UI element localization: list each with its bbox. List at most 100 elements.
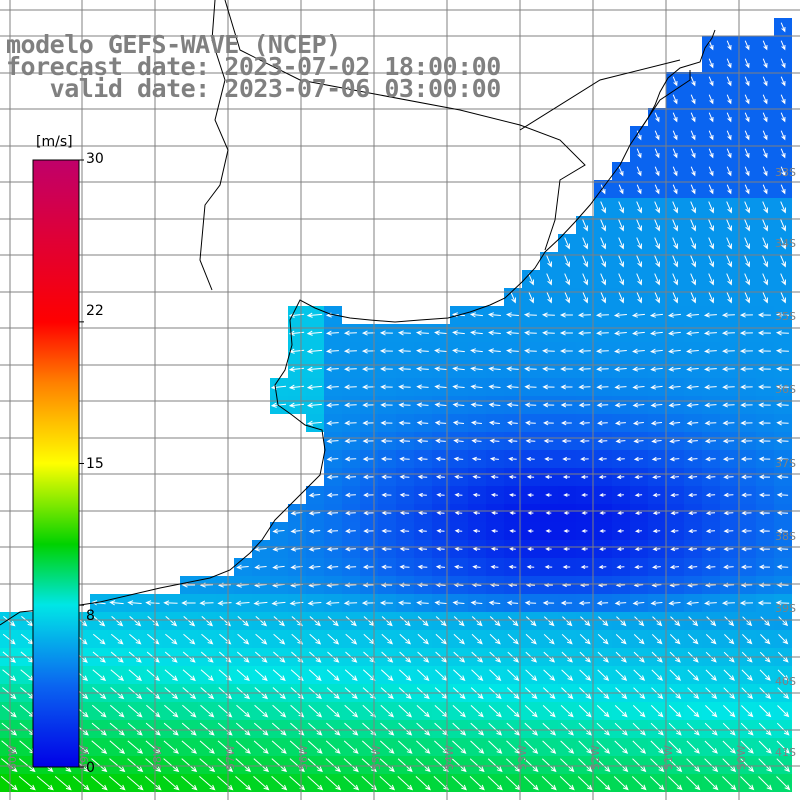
- wind-arrow: [669, 634, 681, 645]
- wind-arrow: [416, 740, 431, 754]
- wind-arrow: [672, 130, 678, 141]
- wind-arrow: [416, 384, 429, 390]
- wind-arrow: [776, 546, 789, 552]
- wind-arrow: [722, 366, 735, 372]
- wind-arrow: [613, 312, 627, 318]
- wind-arrow: [344, 722, 359, 736]
- wind-arrow: [563, 493, 570, 497]
- wind-arrow: [181, 600, 196, 606]
- wind-arrow: [343, 330, 357, 336]
- wind-arrow: [580, 456, 589, 462]
- wind-arrow: [397, 776, 414, 791]
- wind-arrow: [741, 474, 752, 480]
- wind-arrow: [434, 740, 449, 754]
- wind-arrow: [595, 312, 609, 318]
- wind-arrow: [726, 58, 732, 69]
- latitude-label: 41S: [775, 746, 796, 759]
- wind-arrow: [614, 705, 628, 718]
- wind-arrow: [776, 722, 790, 736]
- wind-arrow: [776, 402, 789, 408]
- wind-arrow: [471, 669, 484, 681]
- wind-arrow: [510, 291, 516, 304]
- wind-arrow: [600, 273, 606, 286]
- wind-arrow: [615, 669, 628, 681]
- wind-arrow: [708, 201, 714, 214]
- wind-arrow: [708, 40, 714, 51]
- wind-arrow: [726, 237, 732, 250]
- wind-arrow: [453, 616, 465, 627]
- wind-arrow: [577, 312, 591, 318]
- wind-arrow: [253, 600, 268, 606]
- wind-arrow: [542, 600, 555, 606]
- wind-arrow: [2, 633, 16, 645]
- wind-arrow: [726, 112, 732, 123]
- wind-arrow: [128, 669, 142, 682]
- wind-arrow: [560, 740, 575, 754]
- wind-arrow: [398, 384, 411, 390]
- wind-arrow: [379, 776, 396, 791]
- wind-arrow: [685, 312, 699, 318]
- wind-arrow: [454, 510, 463, 516]
- wind-arrow: [559, 330, 573, 336]
- wind-arrow: [435, 633, 447, 645]
- wind-arrow: [776, 474, 789, 480]
- wind-arrow: [271, 776, 288, 791]
- wind-arrow: [434, 402, 447, 408]
- wind-arrow: [452, 348, 465, 354]
- wind-arrow: [508, 456, 517, 462]
- wind-arrow: [670, 616, 681, 627]
- wind-arrow: [726, 219, 732, 232]
- wind-arrow: [615, 634, 627, 645]
- wind-arrow: [649, 312, 663, 318]
- wind-arrow: [776, 564, 789, 570]
- wind-arrow: [434, 348, 447, 354]
- wind-arrow: [488, 722, 503, 736]
- wind-arrow: [309, 616, 321, 627]
- wind-arrow: [306, 366, 323, 372]
- wind-arrow: [416, 366, 429, 372]
- wind-arrow: [600, 255, 606, 268]
- wind-arrow: [672, 112, 678, 123]
- wind-arrow: [579, 438, 590, 444]
- longitude-label: 56W: [297, 745, 310, 770]
- wind-arrow: [471, 633, 483, 645]
- wind-arrow: [145, 600, 160, 606]
- wind-arrow: [109, 740, 126, 754]
- wind-arrow: [776, 492, 789, 498]
- wind-arrow: [668, 384, 681, 390]
- wind-arrow: [636, 237, 642, 250]
- wind-arrow: [596, 600, 609, 606]
- wind-arrow: [723, 546, 734, 552]
- wind-arrow: [380, 456, 392, 462]
- wind-arrow: [632, 722, 646, 736]
- wind-arrow: [524, 384, 537, 390]
- wind-arrow: [506, 705, 520, 718]
- wind-arrow: [381, 528, 392, 534]
- colorbar: [32, 159, 84, 768]
- wind-arrow: [668, 758, 683, 773]
- wind-arrow: [559, 776, 575, 791]
- wind-arrow: [326, 546, 339, 552]
- wind-arrow: [688, 528, 697, 534]
- wind-arrow: [380, 438, 393, 444]
- wind-arrow: [471, 456, 482, 462]
- wind-arrow: [470, 402, 483, 408]
- wind-arrow: [634, 616, 645, 627]
- wind-arrow: [326, 420, 339, 426]
- wind-arrow: [726, 76, 732, 87]
- wind-arrow: [435, 616, 447, 627]
- wind-arrow: [544, 456, 553, 462]
- wind-arrow: [686, 330, 699, 336]
- wind-arrow: [183, 616, 196, 627]
- wind-arrow: [435, 564, 446, 570]
- wind-arrow: [780, 291, 786, 304]
- wind-arrow: [580, 475, 589, 479]
- wind-arrow: [489, 669, 502, 681]
- wind-arrow: [416, 600, 429, 606]
- wind-arrow: [654, 184, 660, 195]
- wind-arrow: [581, 529, 588, 533]
- wind-arrow: [757, 600, 772, 606]
- wind-arrow: [381, 492, 392, 498]
- wind-arrow: [705, 634, 717, 645]
- wind-arrow: [776, 758, 791, 773]
